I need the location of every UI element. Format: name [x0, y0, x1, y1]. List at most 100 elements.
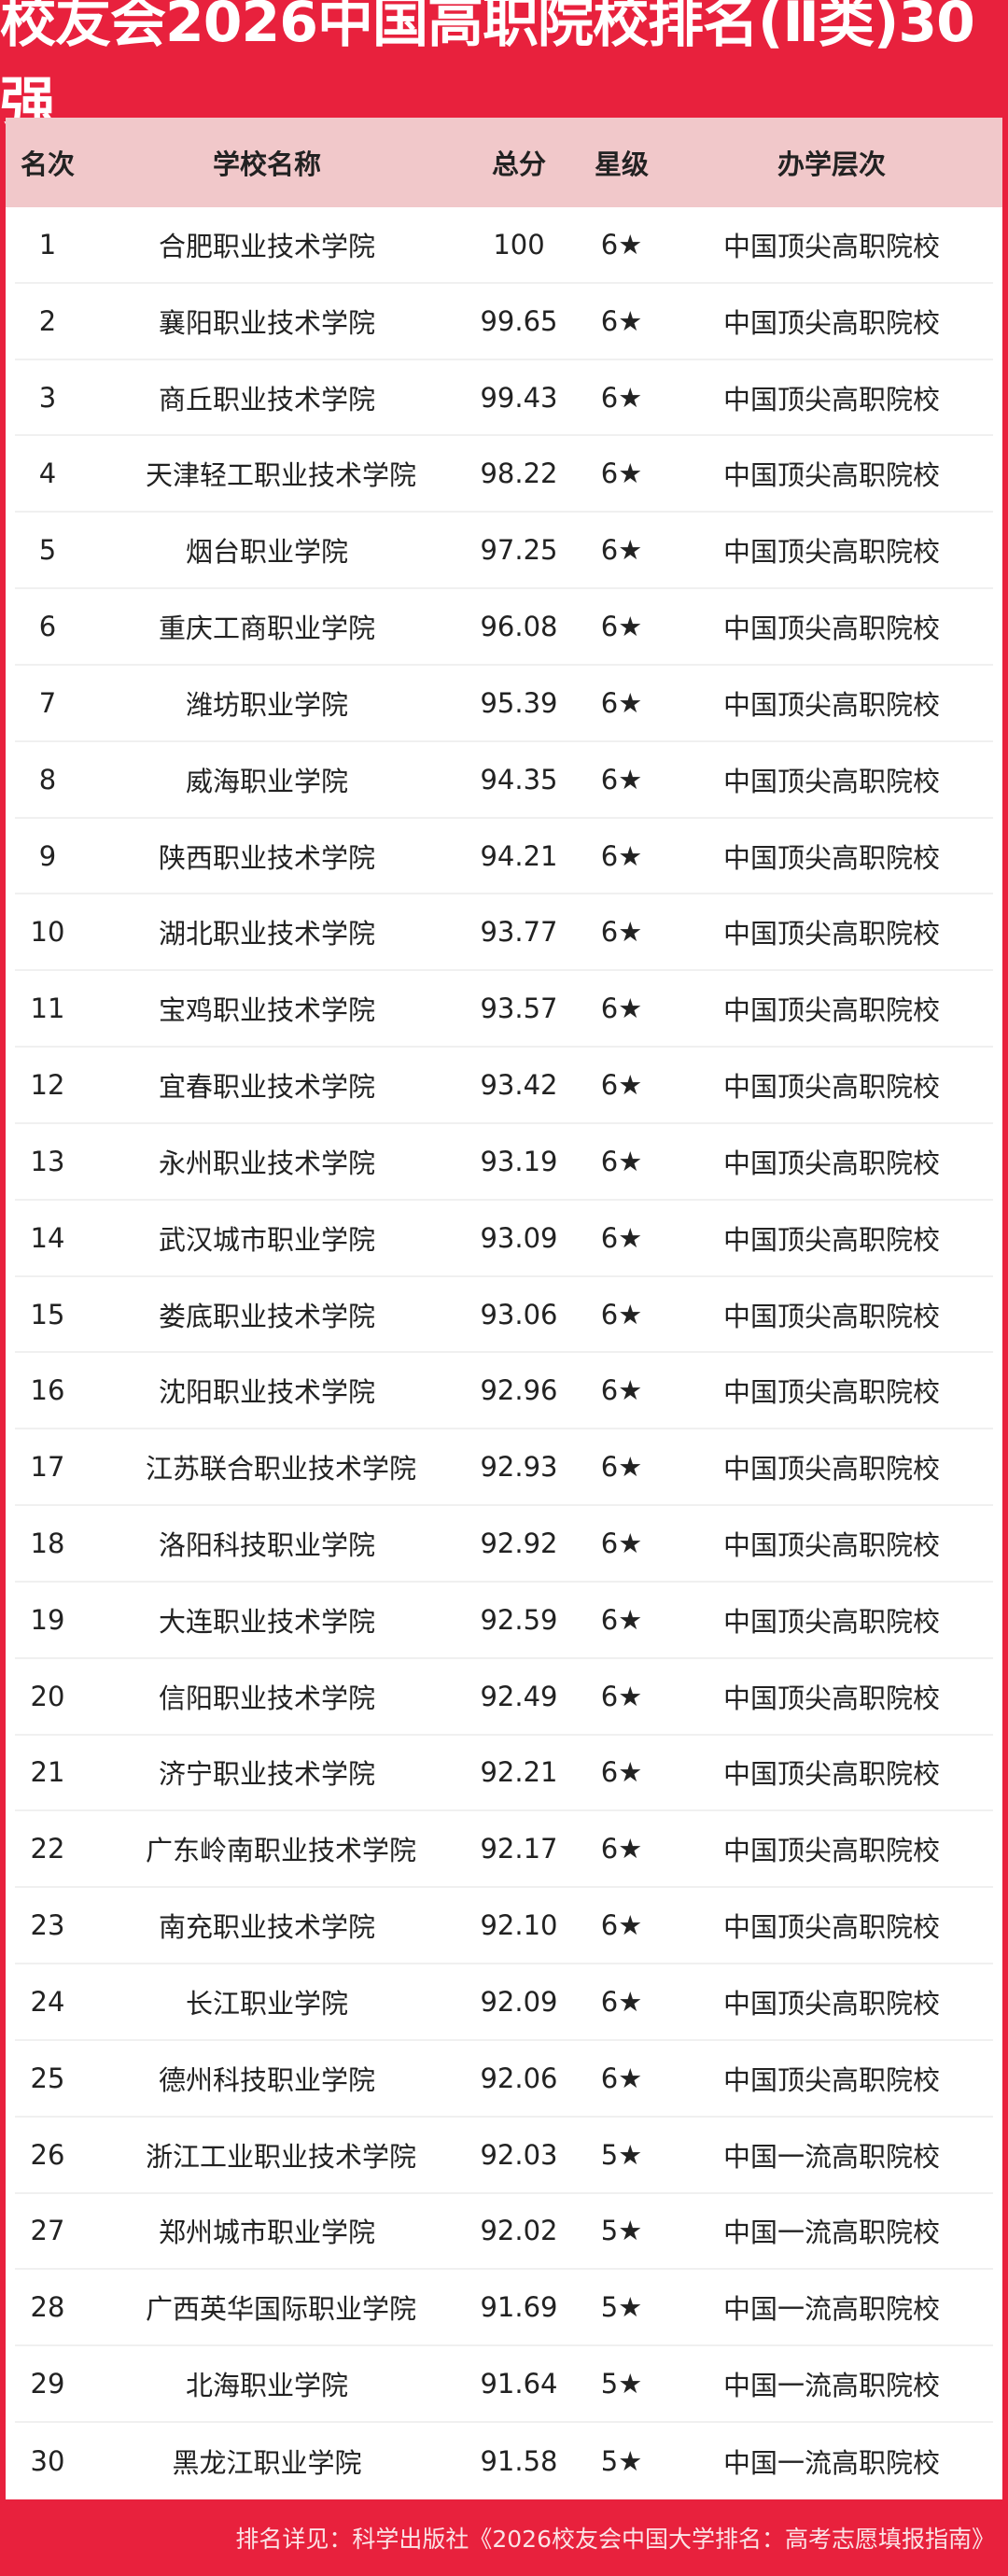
school-cell: 宜春职业技术学院 — [158, 1071, 375, 1104]
school-cell: 广西英华国际职业学院 — [146, 2293, 417, 2326]
score-cell: 92.96 — [480, 1374, 558, 1407]
school-cell: 江苏联合职业技术学院 — [146, 1453, 417, 1485]
level-cell: 中国一流高职院校 — [722, 2446, 940, 2479]
header-stars: 星级 — [594, 148, 649, 180]
school-cell: 长江职业学院 — [185, 1987, 348, 2020]
level-cell: 中国一流高职院校 — [722, 2293, 940, 2326]
stars-cell: 6★ — [600, 1298, 643, 1330]
table-row: 25 德州科技职业学院 92.06 6★ 中国顶尖高职院校 — [15, 2041, 993, 2118]
table-row: 14 武汉城市职业学院 93.09 6★ 中国顶尖高职院校 — [15, 1201, 993, 1277]
school-cell: 潍坊职业学院 — [185, 688, 348, 721]
stars-cell: 6★ — [600, 611, 643, 643]
level-cell: 中国一流高职院校 — [722, 2217, 940, 2249]
level-cell: 中国顶尖高职院校 — [722, 765, 940, 797]
rank-cell: 6 — [38, 611, 57, 643]
stars-cell: 6★ — [600, 1756, 643, 1789]
table-row: 11 宝鸡职业技术学院 93.57 6★ 中国顶尖高职院校 — [15, 971, 993, 1049]
level-cell: 中国顶尖高职院校 — [722, 612, 940, 645]
level-cell: 中国一流高职院校 — [722, 2370, 940, 2402]
score-cell: 95.39 — [480, 686, 558, 719]
level-cell: 中国顶尖高职院校 — [722, 994, 940, 1027]
stars-cell: 5★ — [600, 2444, 643, 2477]
score-cell: 92.03 — [480, 2138, 558, 2171]
school-cell: 湖北职业技术学院 — [158, 918, 375, 950]
rank-cell: 20 — [30, 1680, 65, 1712]
level-cell: 中国顶尖高职院校 — [722, 1835, 940, 1867]
stars-cell: 6★ — [600, 1374, 643, 1407]
level-cell: 中国顶尖高职院校 — [722, 841, 940, 874]
table-row: 3 商丘职业技术学院 99.43 6★ 中国顶尖高职院校 — [15, 360, 993, 437]
header-level: 办学层次 — [777, 148, 886, 180]
level-cell: 中国顶尖高职院校 — [722, 1911, 940, 1944]
table-row: 2 襄阳职业技术学院 99.65 6★ 中国顶尖高职院校 — [15, 284, 993, 360]
source-note: 排名详见：科学出版社《2026校友会中国大学排名：高考志愿填报指南》 — [235, 2526, 995, 2553]
stars-cell: 6★ — [600, 228, 643, 260]
stars-cell: 6★ — [600, 839, 643, 872]
school-cell: 浙江工业职业技术学院 — [146, 2140, 417, 2173]
stars-cell: 6★ — [600, 763, 643, 795]
school-cell: 天津轻工职业技术学院 — [146, 459, 417, 492]
rank-cell: 11 — [30, 992, 65, 1025]
rank-cell: 22 — [30, 1833, 65, 1865]
stars-cell: 5★ — [600, 2291, 643, 2324]
level-cell: 中国顶尖高职院校 — [722, 1682, 940, 1714]
school-cell: 南充职业技术学院 — [158, 1911, 375, 1944]
rank-cell: 30 — [30, 2444, 65, 2477]
rank-cell: 14 — [30, 1221, 65, 1254]
rank-cell: 2 — [38, 304, 57, 337]
school-cell: 广东岭南职业技术学院 — [146, 1835, 417, 1867]
stars-cell: 5★ — [600, 2368, 643, 2400]
school-cell: 黑龙江职业学院 — [172, 2446, 362, 2479]
page-title: 校友会2026中国高职院校排名(Ⅱ类)30强 — [0, 0, 975, 136]
score-cell: 92.59 — [480, 1603, 558, 1636]
school-cell: 永州职业技术学院 — [158, 1147, 375, 1179]
school-cell: 重庆工商职业学院 — [158, 612, 375, 645]
score-cell: 92.49 — [480, 1680, 558, 1712]
table-row: 26 浙江工业职业技术学院 92.03 5★ 中国一流高职院校 — [15, 2118, 993, 2194]
rank-cell: 27 — [30, 2215, 65, 2247]
rank-cell: 5 — [38, 534, 57, 567]
table-row: 10 湖北职业技术学院 93.77 6★ 中国顶尖高职院校 — [15, 894, 993, 972]
table-row: 8 威海职业学院 94.35 6★ 中国顶尖高职院校 — [15, 742, 993, 819]
score-cell: 91.58 — [480, 2444, 558, 2477]
school-cell: 沈阳职业技术学院 — [158, 1376, 375, 1409]
stars-cell: 6★ — [600, 1451, 643, 1484]
level-cell: 中国顶尖高职院校 — [722, 306, 940, 339]
rank-cell: 28 — [30, 2291, 65, 2324]
school-cell: 武汉城市职业学院 — [158, 1223, 375, 1256]
score-cell: 92.92 — [480, 1527, 558, 1559]
stars-cell: 6★ — [600, 1833, 643, 1865]
stars-cell: 6★ — [600, 1069, 643, 1102]
score-cell: 93.42 — [480, 1069, 558, 1102]
score-cell: 92.06 — [480, 2062, 558, 2094]
score-cell: 93.19 — [480, 1145, 558, 1177]
school-cell: 陕西职业技术学院 — [158, 841, 375, 874]
school-cell: 洛阳科技职业学院 — [158, 1528, 375, 1561]
level-cell: 中国顶尖高职院校 — [722, 918, 940, 950]
school-cell: 宝鸡职业技术学院 — [158, 994, 375, 1027]
school-cell: 威海职业学院 — [185, 765, 348, 797]
level-cell: 中国顶尖高职院校 — [722, 1758, 940, 1791]
table-header: 名次 学校名称 总分 星级 办学层次 — [6, 118, 1002, 207]
score-cell: 93.06 — [480, 1298, 558, 1330]
stars-cell: 5★ — [600, 2215, 643, 2247]
level-cell: 中国顶尖高职院校 — [722, 1987, 940, 2020]
table-row: 19 大连职业技术学院 92.59 6★ 中国顶尖高职院校 — [15, 1583, 993, 1659]
table-row: 12 宜春职业技术学院 93.42 6★ 中国顶尖高职院校 — [15, 1048, 993, 1124]
school-cell: 合肥职业技术学院 — [158, 230, 375, 262]
table-row: 30 黑龙江职业学院 91.58 5★ 中国一流高职院校 — [15, 2423, 993, 2499]
level-cell: 中国顶尖高职院校 — [722, 536, 940, 569]
school-cell: 北海职业学院 — [185, 2370, 348, 2402]
stars-cell: 6★ — [600, 1221, 643, 1254]
table-row: 5 烟台职业学院 97.25 6★ 中国顶尖高职院校 — [15, 513, 993, 590]
rank-cell: 15 — [30, 1298, 65, 1330]
rank-cell: 29 — [30, 2368, 65, 2400]
score-cell: 92.93 — [480, 1451, 558, 1484]
score-cell: 93.77 — [480, 916, 558, 949]
table-row: 17 江苏联合职业技术学院 92.93 6★ 中国顶尖高职院校 — [15, 1429, 993, 1507]
stars-cell: 5★ — [600, 2138, 643, 2171]
score-cell: 92.02 — [480, 2215, 558, 2247]
ranking-table: 名次 学校名称 总分 星级 办学层次 1 合肥职业技术学院 100 6★ 中国顶尖高职院… — [6, 118, 1002, 2499]
header-rank: 名次 — [20, 148, 75, 180]
score-cell: 99.65 — [480, 304, 558, 337]
